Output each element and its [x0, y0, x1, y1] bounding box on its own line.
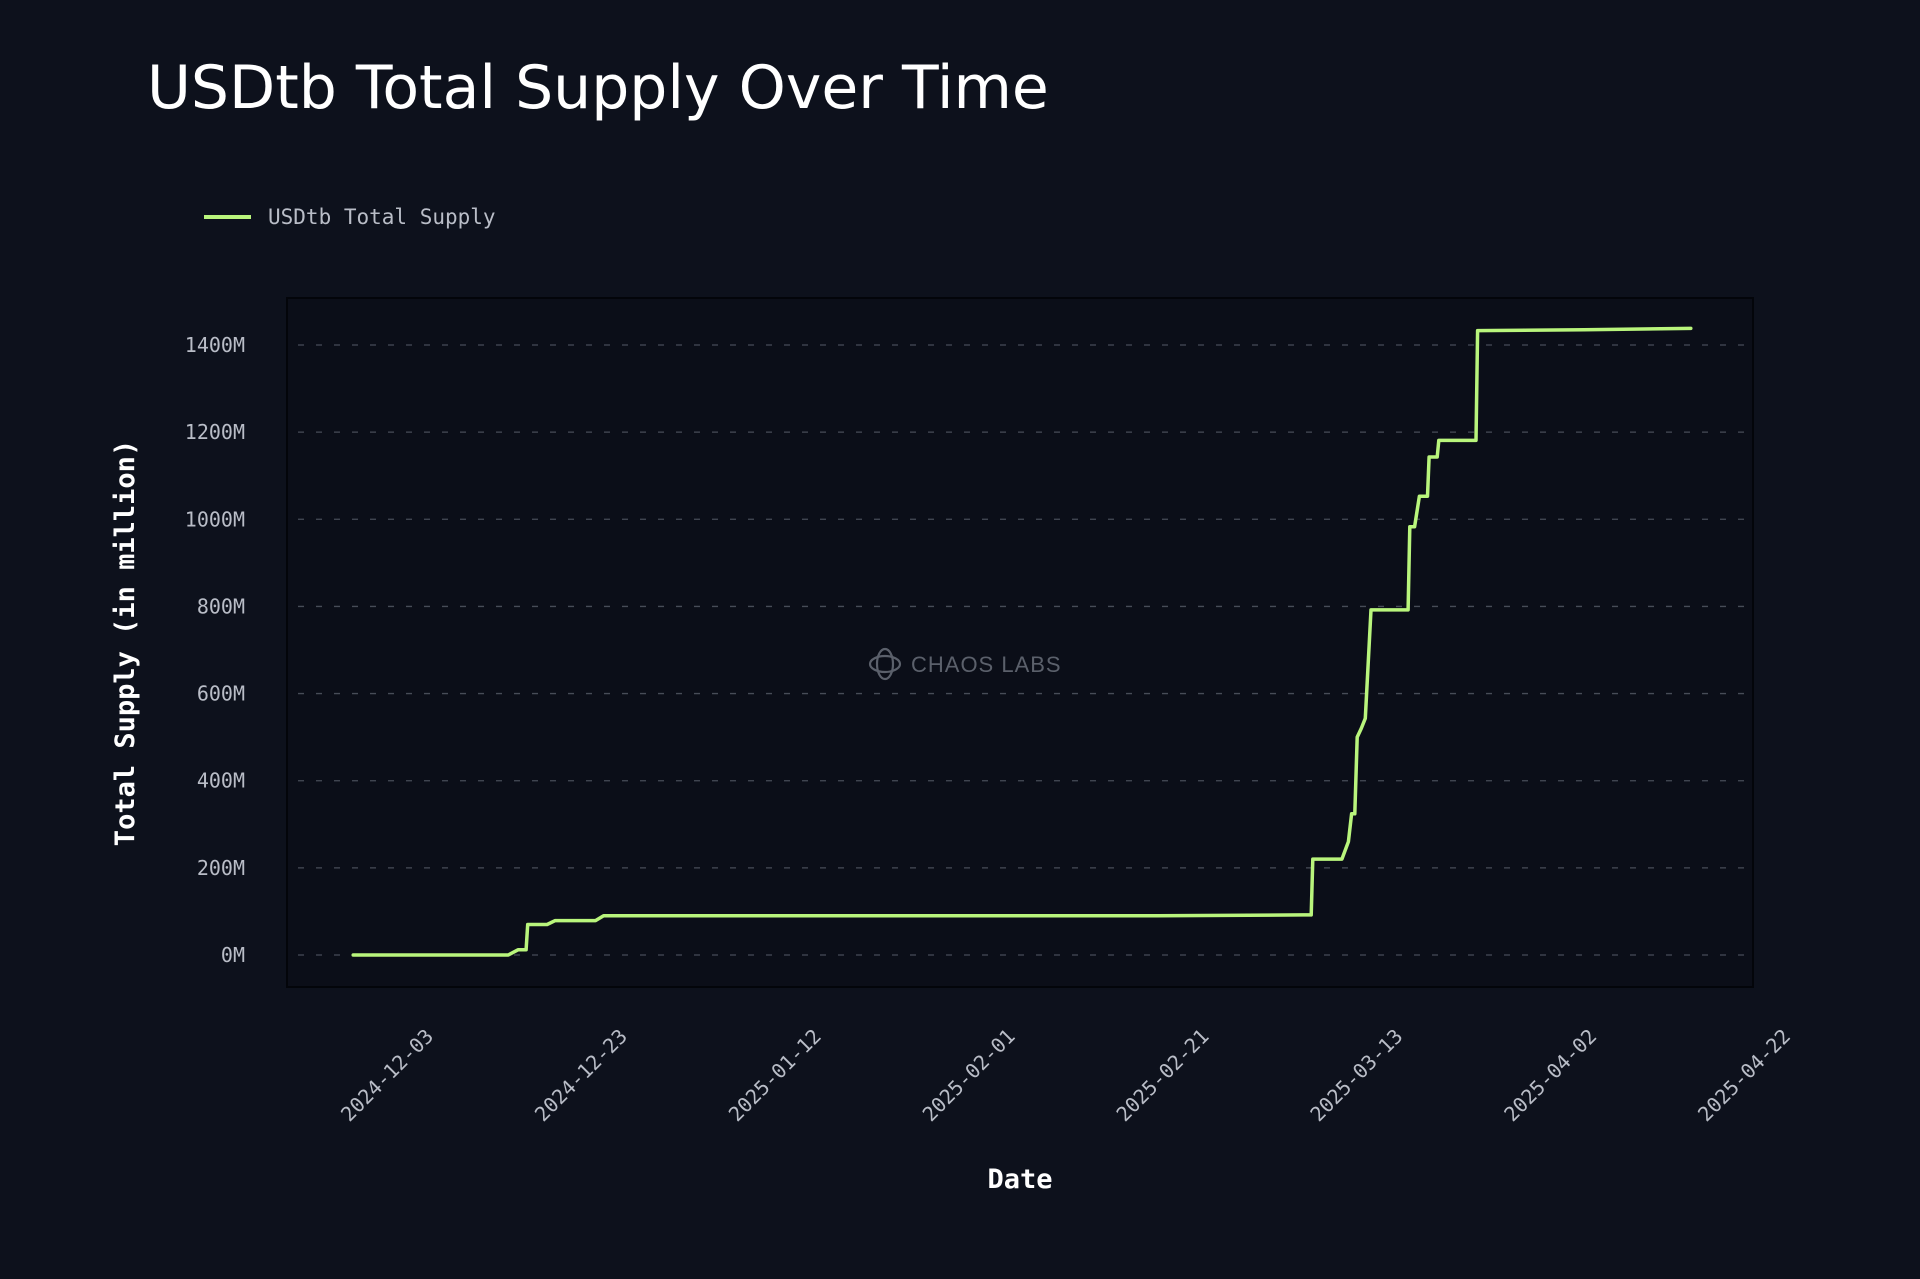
watermark-text: CHAOS LABS — [911, 652, 1062, 677]
chaos-labs-logo-icon — [868, 647, 902, 681]
series-line-usdtb-total-supply — [351, 326, 1693, 957]
y-tick-label: 400M — [197, 769, 245, 793]
y-tick-label: 0M — [221, 943, 245, 967]
plot-area — [286, 297, 1754, 988]
y-tick-label: 800M — [197, 594, 245, 618]
y-tick-label: 1000M — [185, 507, 245, 531]
y-axis-ticks: 0M 200M 400M 600M 800M 1000M 1200M 1400M — [185, 333, 245, 967]
y-tick-label: 600M — [197, 682, 245, 706]
y-tick-label: 200M — [197, 856, 245, 880]
chart-title: USDtb Total Supply Over Time — [147, 53, 1049, 123]
y-tick-label: 1200M — [185, 420, 245, 444]
legend-label: USDtb Total Supply — [268, 205, 496, 229]
y-tick-label: 1400M — [185, 333, 245, 357]
watermark: CHAOS LABS — [868, 647, 1062, 681]
x-axis-label: Date — [987, 1164, 1052, 1195]
legend: USDtb Total Supply — [204, 205, 496, 229]
y-axis-label: Total Supply (in million) — [110, 440, 141, 846]
grid — [298, 344, 1745, 956]
